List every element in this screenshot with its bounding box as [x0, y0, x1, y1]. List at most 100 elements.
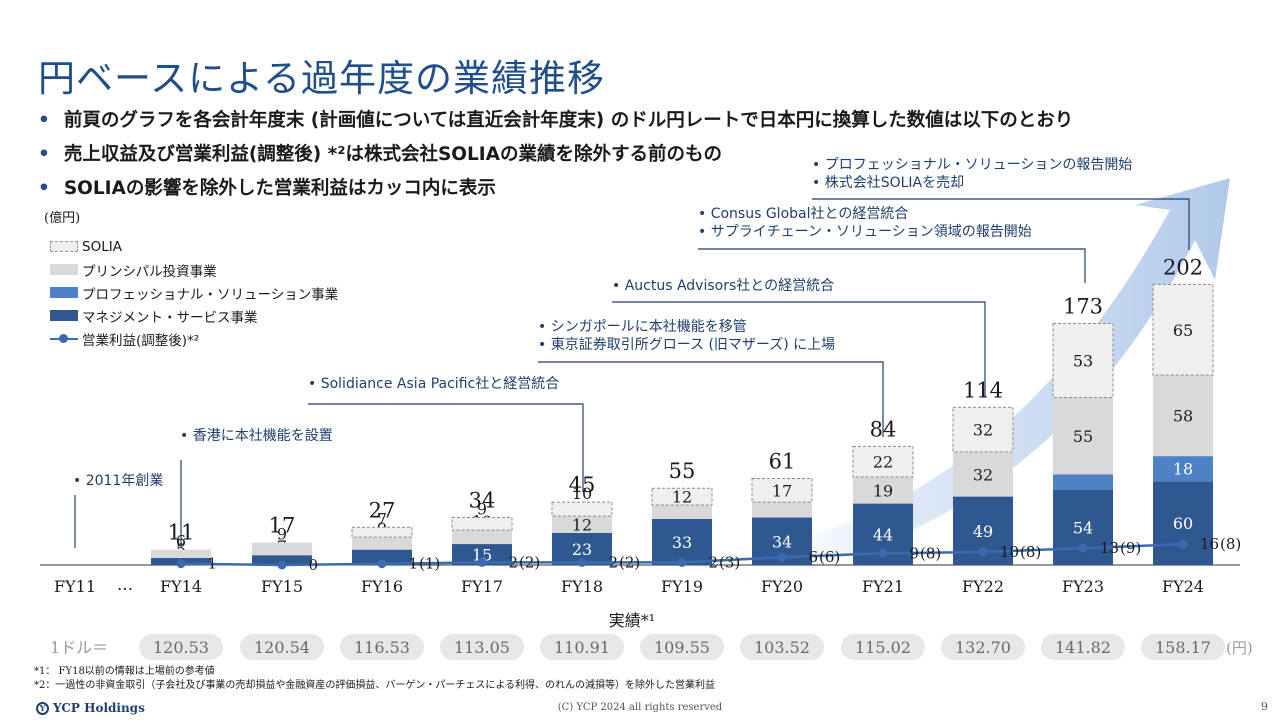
- bar-principal-fy14: [151, 549, 211, 559]
- annotation-line: [308, 403, 584, 492]
- fx-pill-fy15: [240, 634, 324, 660]
- fx-label: 1ドル＝: [50, 638, 108, 657]
- fx-rate-fy24: 158.17: [1155, 638, 1211, 657]
- bar-label-principal: 6: [176, 532, 186, 551]
- annotation-text: • Solidiance Asia Pacific社と経営統合: [308, 376, 559, 392]
- bar-label-management: 7: [277, 537, 287, 556]
- fx-rate-fy23: 141.82: [1055, 638, 1111, 657]
- fx-rate-fy15: 120.54: [254, 638, 310, 657]
- legend-solia-swatch: [50, 241, 78, 252]
- fx-pill-fy20: [740, 634, 824, 660]
- op-income-label: 6: [808, 548, 818, 566]
- total-label-fy16: 27: [369, 498, 396, 522]
- bar-label-solia: 65: [1173, 321, 1193, 340]
- bullet-1: • 前頁のグラフを各会計年度末 (計画値については直近会計年度末) のドル円レート…: [38, 110, 1074, 131]
- bar-label-principal: 9: [377, 519, 387, 538]
- copyright: (C) YCP 2024 all rights reserved: [557, 702, 723, 713]
- bar-principal-fy19: [652, 504, 712, 519]
- op-income-label: 16: [1200, 535, 1219, 553]
- op-income-point-fy18: [577, 557, 587, 567]
- bar-label-management: 54: [1073, 518, 1093, 537]
- legend-principal-swatch: [50, 264, 78, 275]
- bar-management-fy21: [853, 503, 913, 565]
- bar-label-solia: 10: [572, 484, 592, 503]
- legend-professional-label: プロフェッショナル・ソリューション事業: [82, 286, 339, 303]
- bar-label-principal: 10: [672, 487, 692, 506]
- op-income-label: 0: [308, 556, 318, 574]
- bar-label-solia: 9: [477, 500, 487, 519]
- annotation-line: [698, 248, 1086, 283]
- fx-pill-fy18: [540, 634, 624, 660]
- op-income-point-fy14: [176, 559, 186, 569]
- annotation-fy22: • Auctus Advisors社との経営統合: [612, 278, 986, 397]
- op-income-excl-solia-label: (8): [1220, 535, 1241, 553]
- bar-solia-fy20: [751, 477, 813, 503]
- x-tick-fy16: FY16: [361, 577, 403, 596]
- fx-pill-fy19: [640, 634, 724, 660]
- fx-unit: (円): [1226, 639, 1253, 657]
- fx-pill-fy14: [139, 634, 223, 660]
- bar-label-professional: 11: [1073, 456, 1093, 475]
- fx-rate-fy19: 109.55: [654, 638, 710, 657]
- fx-pill-fy23: [1041, 634, 1125, 660]
- x-tick-fy15: FY15: [261, 577, 303, 596]
- annotation-text: • シンガポールに本社機能を移管: [538, 319, 747, 335]
- bar-professional-fy23: [1053, 474, 1113, 490]
- x-tick-fy19: FY19: [661, 577, 703, 596]
- x-tick-fy24: FY24: [1162, 577, 1204, 596]
- annotation-text: • Consus Global社との経営統合: [698, 206, 908, 222]
- bullet-2: • 売上収益及び営業利益(調整後) *²は株式会社SOLIAの業績を除外する前のも…: [38, 144, 722, 165]
- annotation-fy11: • 2011年創業: [73, 473, 163, 548]
- fx-pill-fy22: [941, 634, 1025, 660]
- bar-solia-fy16: [351, 526, 413, 538]
- legend-op-income-label: 営業利益(調整後)*²: [82, 332, 200, 349]
- op-income-excl-solia-label: (6): [819, 548, 840, 566]
- bar-management-fy16: [352, 549, 412, 565]
- bar-label-management: 34: [772, 532, 792, 551]
- op-income-label: 2: [508, 553, 518, 571]
- annotation-fy18: • Solidiance Asia Pacific社と経営統合: [308, 376, 584, 492]
- bar-management-fy18: [552, 532, 612, 565]
- x-tick-ellipsis: …: [117, 575, 133, 594]
- fx-pill-fy24: [1141, 634, 1225, 660]
- annotation-fy24: • プロフェッショナル・ソリューションの報告開始 • 株式会社SOLIAを売却: [812, 157, 1190, 250]
- bar-management-fy24: [1153, 481, 1213, 565]
- total-label-fy19: 55: [669, 459, 696, 483]
- chart-legend: SOLIA プリンシパル投資事業 プロフェッショナル・ソリューション事業 マネジ…: [50, 235, 338, 350]
- x-tick-fy23: FY23: [1062, 577, 1104, 596]
- total-label-fy14: 11: [168, 521, 195, 545]
- bullet-1-text: 前頁のグラフを各会計年度末 (計画値については直近会計年度末) のドル円レートで…: [63, 110, 1074, 131]
- bar-label-management: 5: [176, 540, 186, 559]
- bar-management-fy19: [652, 518, 712, 565]
- bar-label-principal: 19: [873, 481, 893, 500]
- bar-principal-fy22: [953, 451, 1013, 497]
- annotation-line: [812, 198, 1190, 250]
- bar-solia-fy23: [1052, 322, 1114, 398]
- legend-solia-label: SOLIA: [82, 238, 122, 255]
- total-label-fy22: 114: [963, 378, 1003, 402]
- bar-label-solia: 53: [1073, 351, 1093, 370]
- bar-label-professional: 18: [1173, 460, 1193, 479]
- bar-solia-fy22: [952, 406, 1014, 453]
- legend-professional-swatch: [50, 287, 78, 298]
- annotation-line: [538, 361, 884, 437]
- total-label-fy24: 202: [1163, 255, 1203, 279]
- bar-label-management: 11: [372, 532, 392, 551]
- bar-management-fy23: [1053, 489, 1113, 565]
- x-tick-fy14: FY14: [160, 577, 202, 596]
- bar-principal-fy20: [752, 502, 812, 518]
- page-title: 円ベースによる過年度の業績推移: [38, 57, 606, 100]
- op-income-label: 1: [408, 555, 418, 573]
- x-tick-fy17: FY17: [461, 577, 503, 596]
- total-label-fy17: 34: [469, 489, 496, 513]
- op-income-line: [180, 542, 1184, 567]
- bar-label-management: 44: [873, 525, 893, 544]
- op-income-point-fy15: [277, 560, 287, 570]
- annotation-text: • 2011年創業: [73, 473, 163, 489]
- x-tick-fy22: FY22: [962, 577, 1004, 596]
- annotation-fy23: • Consus Global社との経営統合• サプライチェーン・ソリューション…: [698, 206, 1086, 283]
- annotation-line: [612, 301, 986, 397]
- op-income-label: 9: [909, 544, 919, 562]
- bullet-3-text: SOLIAの影響を除外した営業利益はカッコ内に表示: [63, 178, 496, 199]
- legend-management-swatch: [50, 310, 78, 321]
